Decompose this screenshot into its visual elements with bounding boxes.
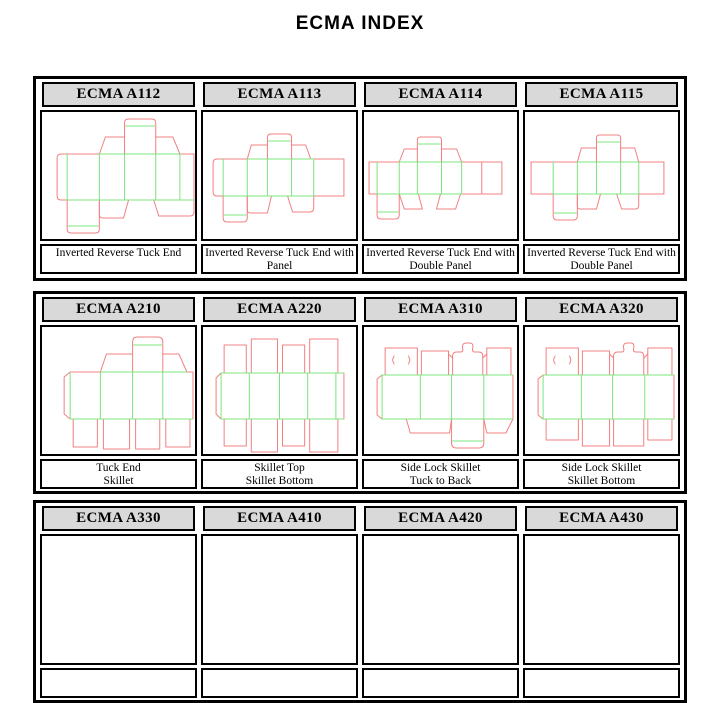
card-caption: Tuck End Skillet <box>40 459 197 489</box>
dieline-diagram <box>40 325 197 456</box>
card-ecma-a420: ECMA A420 <box>362 506 519 698</box>
card-header: ECMA A430 <box>525 506 678 531</box>
dieline-svg <box>537 342 675 447</box>
card-ecma-a310: ECMA A310 Side Lock Skillet Tuck to Back <box>362 297 519 489</box>
dieline-svg <box>376 342 514 449</box>
card-code: ECMA A420 <box>398 510 483 526</box>
card-code: ECMA A112 <box>76 86 161 102</box>
caption-line-1: Inverted Reverse Tuck End with <box>527 247 676 259</box>
card-code: ECMA A430 <box>559 510 644 526</box>
dieline-diagram <box>523 534 680 665</box>
dieline-diagram <box>201 325 358 456</box>
dieline-diagram <box>201 110 358 241</box>
dieline-svg <box>63 336 194 450</box>
ecma-group-1: ECMA A112 Inverted Reverse Tuck End ECMA… <box>33 76 687 281</box>
card-header: ECMA A420 <box>364 506 517 531</box>
card-caption: Side Lock Skillet Tuck to Back <box>362 459 519 489</box>
card-caption <box>201 668 358 698</box>
card-caption <box>523 668 680 698</box>
caption-line-1: Side Lock Skillet <box>561 462 642 474</box>
dieline-diagram <box>523 110 680 241</box>
card-caption <box>362 668 519 698</box>
card-code: ECMA A210 <box>76 301 161 317</box>
card-ecma-a320: ECMA A320 Side Lock Skillet Skillet Botto… <box>523 297 680 489</box>
caption-line-2: Double Panel <box>570 260 633 272</box>
ecma-group-2: ECMA A210 Tuck End Skillet ECMA A220 Skil… <box>33 291 687 494</box>
card-header: ECMA A410 <box>203 506 356 531</box>
card-ecma-a220: ECMA A220 Skillet Top Skillet Bottom <box>201 297 358 489</box>
card-caption <box>40 668 197 698</box>
dieline-diagram <box>201 534 358 665</box>
card-ecma-a112: ECMA A112 Inverted Reverse Tuck End <box>40 82 197 275</box>
card-code: ECMA A330 <box>76 510 161 526</box>
caption-line-2: Skillet Bottom <box>245 475 314 487</box>
card-code: ECMA A113 <box>237 86 322 102</box>
card-header: ECMA A330 <box>42 506 195 531</box>
card-header: ECMA A310 <box>364 297 517 322</box>
ecma-group-3: ECMA A330 ECMA A410 ECMA A420 ECMA A430 <box>33 500 687 703</box>
card-caption: Inverted Reverse Tuck End <box>40 244 197 274</box>
card-ecma-a410: ECMA A410 <box>201 506 358 698</box>
card-caption: Inverted Reverse Tuck End with Double Pan… <box>362 244 519 274</box>
card-ecma-a210: ECMA A210 Tuck End Skillet <box>40 297 197 489</box>
caption-line-1: Skillet Top <box>254 462 305 474</box>
card-ecma-a114: ECMA A114 Inverted Reverse Tuck End with… <box>362 82 519 275</box>
card-header: ECMA A210 <box>42 297 195 322</box>
dieline-svg <box>56 118 195 234</box>
card-code: ECMA A310 <box>398 301 483 317</box>
card-ecma-a430: ECMA A430 <box>523 506 680 698</box>
card-caption: Skillet Top Skillet Bottom <box>201 459 358 489</box>
dieline-svg <box>42 536 195 663</box>
dieline-diagram <box>362 534 519 665</box>
dieline-diagram <box>523 325 680 456</box>
caption-line-1: Side Lock Skillet <box>400 462 481 474</box>
card-caption: Inverted Reverse Tuck End with Double Pan… <box>523 244 680 274</box>
card-code: ECMA A114 <box>398 86 483 102</box>
caption-line-1: Inverted Reverse Tuck End with <box>205 247 354 259</box>
card-header: ECMA A114 <box>364 82 517 107</box>
card-header: ECMA A113 <box>203 82 356 107</box>
dieline-diagram <box>40 534 197 665</box>
card-header: ECMA A112 <box>42 82 195 107</box>
card-ecma-a330: ECMA A330 <box>40 506 197 698</box>
dieline-svg <box>215 338 345 453</box>
caption-line-1: Inverted Reverse Tuck End with <box>366 247 515 259</box>
dieline-svg <box>364 536 517 663</box>
caption-line-2: Panel <box>266 260 293 272</box>
card-ecma-a113: ECMA A113 Inverted Reverse Tuck End with… <box>201 82 358 275</box>
page-title: ECMA INDEX <box>295 13 425 34</box>
caption-line-2: Double Panel <box>409 260 472 272</box>
dieline-svg <box>203 536 356 663</box>
dieline-svg <box>368 136 503 220</box>
card-code: ECMA A115 <box>559 86 644 102</box>
card-code: ECMA A220 <box>237 301 322 317</box>
dieline-svg <box>530 134 665 221</box>
card-code: ECMA A410 <box>237 510 322 526</box>
dieline-svg <box>525 536 678 663</box>
card-ecma-a115: ECMA A115 Inverted Reverse Tuck End with… <box>523 82 680 275</box>
caption-line-2: Tuck to Back <box>409 475 472 487</box>
caption-line-1: Tuck End <box>96 462 141 474</box>
card-header: ECMA A220 <box>203 297 356 322</box>
card-caption: Inverted Reverse Tuck End with Panel <box>201 244 358 274</box>
dieline-diagram <box>40 110 197 241</box>
card-caption: Side Lock Skillet Skillet Bottom <box>523 459 680 489</box>
caption-line-2: Skillet <box>103 475 134 487</box>
dieline-diagram <box>362 325 519 456</box>
dieline-svg <box>212 133 345 223</box>
dieline-diagram <box>362 110 519 241</box>
card-header: ECMA A320 <box>525 297 678 322</box>
caption-line-2: Skillet Bottom <box>567 475 636 487</box>
caption-line-1: Inverted Reverse Tuck End <box>55 247 182 259</box>
card-header: ECMA A115 <box>525 82 678 107</box>
card-code: ECMA A320 <box>559 301 644 317</box>
